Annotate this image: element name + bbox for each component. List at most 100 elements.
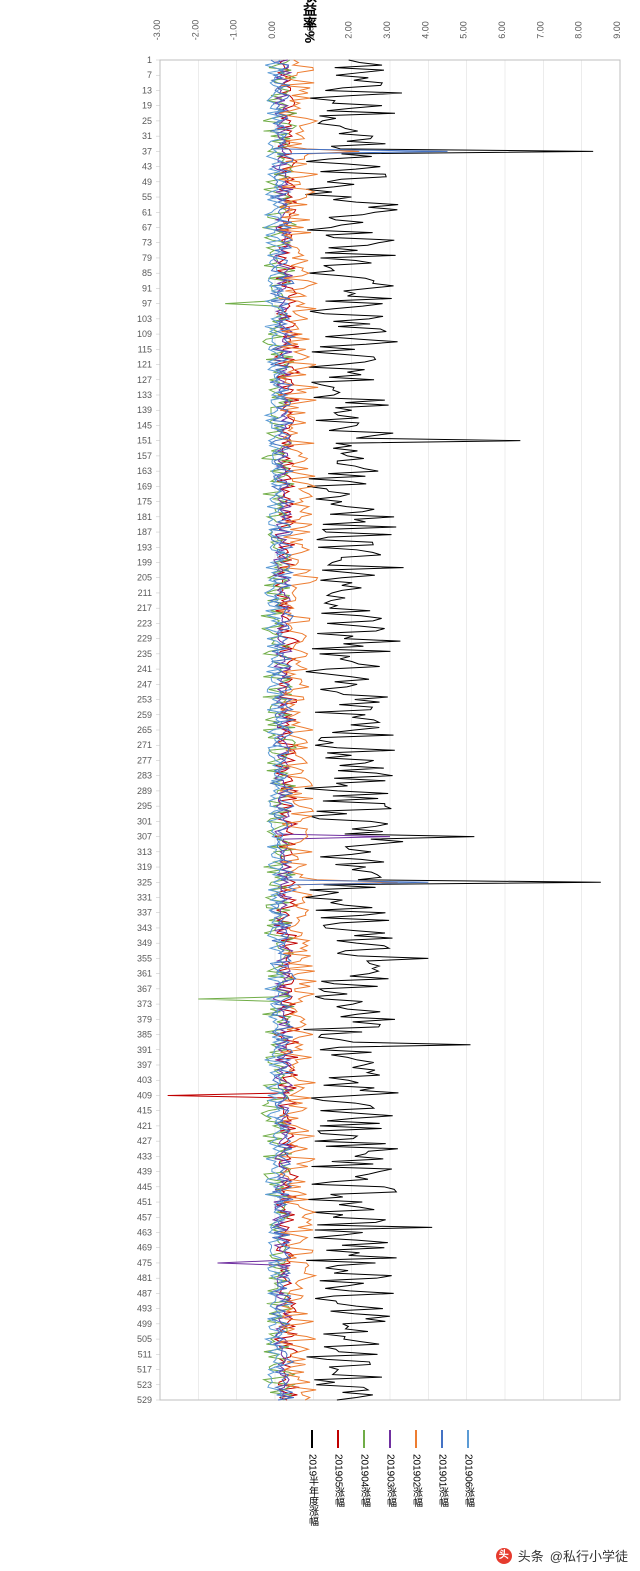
svg-text:397: 397 <box>137 1060 152 1070</box>
svg-text:187: 187 <box>137 527 152 537</box>
svg-text:379: 379 <box>137 1014 152 1024</box>
svg-text:469: 469 <box>137 1243 152 1253</box>
svg-text:201903涨幅: 201903涨幅 <box>385 1454 397 1508</box>
svg-text:319: 319 <box>137 862 152 872</box>
svg-text:2.00: 2.00 <box>344 21 354 39</box>
svg-text:1: 1 <box>147 55 152 65</box>
svg-text:3.00: 3.00 <box>382 21 392 39</box>
svg-text:181: 181 <box>137 512 152 522</box>
svg-text:193: 193 <box>137 542 152 552</box>
svg-text:409: 409 <box>137 1090 152 1100</box>
svg-text:403: 403 <box>137 1075 152 1085</box>
svg-text:25: 25 <box>142 116 152 126</box>
svg-text:-3.00: -3.00 <box>152 20 162 41</box>
svg-text:229: 229 <box>137 634 152 644</box>
svg-text:349: 349 <box>137 938 152 948</box>
svg-text:55: 55 <box>142 192 152 202</box>
svg-text:325: 325 <box>137 877 152 887</box>
svg-text:457: 457 <box>137 1212 152 1222</box>
svg-text:201902涨幅: 201902涨幅 <box>411 1454 423 1508</box>
svg-text:211: 211 <box>138 588 152 598</box>
svg-text:313: 313 <box>137 847 152 857</box>
svg-text:247: 247 <box>137 679 152 689</box>
svg-text:355: 355 <box>137 953 152 963</box>
toutiao-logo: 头 <box>496 1548 512 1564</box>
svg-text:收益率%: 收益率% <box>302 0 318 44</box>
svg-text:91: 91 <box>142 283 152 293</box>
svg-text:19: 19 <box>142 101 152 111</box>
chart-container: -3.00-2.00-1.000.001.002.003.004.005.006… <box>0 0 640 1540</box>
attribution-footer: 头 头条 @私行小学徒 <box>496 1546 628 1565</box>
svg-text:8.00: 8.00 <box>574 21 584 39</box>
svg-text:151: 151 <box>137 436 152 446</box>
svg-text:139: 139 <box>137 405 152 415</box>
svg-text:295: 295 <box>137 801 152 811</box>
svg-text:6.00: 6.00 <box>497 21 507 39</box>
svg-text:13: 13 <box>142 85 152 95</box>
svg-text:511: 511 <box>138 1349 152 1359</box>
svg-text:241: 241 <box>137 664 152 674</box>
svg-text:337: 337 <box>137 908 152 918</box>
svg-text:201901涨幅: 201901涨幅 <box>437 1454 449 1508</box>
svg-text:97: 97 <box>142 299 152 309</box>
svg-text:-1.00: -1.00 <box>229 20 239 41</box>
svg-text:175: 175 <box>137 497 152 507</box>
svg-text:301: 301 <box>137 816 152 826</box>
svg-text:433: 433 <box>137 1151 152 1161</box>
svg-text:289: 289 <box>137 786 152 796</box>
svg-text:-2.00: -2.00 <box>190 20 200 41</box>
svg-text:61: 61 <box>142 207 152 217</box>
svg-text:445: 445 <box>137 1182 152 1192</box>
svg-text:121: 121 <box>137 360 152 370</box>
svg-text:157: 157 <box>137 451 152 461</box>
svg-text:217: 217 <box>137 603 152 613</box>
svg-text:201904涨幅: 201904涨幅 <box>359 1454 371 1508</box>
svg-text:133: 133 <box>137 390 152 400</box>
svg-text:109: 109 <box>137 329 152 339</box>
svg-text:43: 43 <box>142 162 152 172</box>
svg-text:451: 451 <box>137 1197 152 1207</box>
svg-text:49: 49 <box>142 177 152 187</box>
svg-text:67: 67 <box>142 223 152 233</box>
svg-text:85: 85 <box>142 268 152 278</box>
svg-text:253: 253 <box>137 695 152 705</box>
svg-text:201905涨幅: 201905涨幅 <box>333 1454 345 1508</box>
svg-text:421: 421 <box>137 1121 152 1131</box>
svg-text:205: 205 <box>137 573 152 583</box>
svg-text:103: 103 <box>137 314 152 324</box>
svg-text:487: 487 <box>137 1288 152 1298</box>
svg-text:259: 259 <box>137 710 152 720</box>
svg-text:9.00: 9.00 <box>612 21 622 39</box>
svg-text:415: 415 <box>137 1106 152 1116</box>
svg-text:265: 265 <box>137 725 152 735</box>
svg-text:235: 235 <box>137 649 152 659</box>
footer-handle: @私行小学徒 <box>550 1546 628 1565</box>
svg-text:481: 481 <box>137 1273 152 1283</box>
svg-text:31: 31 <box>142 131 152 141</box>
svg-text:201906涨幅: 201906涨幅 <box>463 1454 475 1508</box>
svg-text:271: 271 <box>137 740 152 750</box>
svg-text:283: 283 <box>137 771 152 781</box>
svg-text:499: 499 <box>137 1319 152 1329</box>
svg-text:505: 505 <box>137 1334 152 1344</box>
svg-text:37: 37 <box>142 146 152 156</box>
svg-text:145: 145 <box>137 420 152 430</box>
svg-text:529: 529 <box>137 1395 152 1405</box>
svg-text:73: 73 <box>142 238 152 248</box>
svg-text:343: 343 <box>137 923 152 933</box>
svg-text:2019半年度涨幅: 2019半年度涨幅 <box>307 1454 319 1527</box>
svg-text:523: 523 <box>137 1380 152 1390</box>
svg-text:277: 277 <box>137 755 152 765</box>
svg-text:517: 517 <box>137 1365 152 1375</box>
svg-text:307: 307 <box>137 832 152 842</box>
svg-text:7.00: 7.00 <box>535 21 545 39</box>
svg-text:331: 331 <box>137 893 152 903</box>
svg-text:427: 427 <box>137 1136 152 1146</box>
svg-text:0.00: 0.00 <box>267 21 277 39</box>
svg-text:385: 385 <box>137 1030 152 1040</box>
svg-text:79: 79 <box>142 253 152 263</box>
svg-text:199: 199 <box>137 558 152 568</box>
svg-text:127: 127 <box>137 375 152 385</box>
svg-text:475: 475 <box>137 1258 152 1268</box>
svg-text:169: 169 <box>137 481 152 491</box>
